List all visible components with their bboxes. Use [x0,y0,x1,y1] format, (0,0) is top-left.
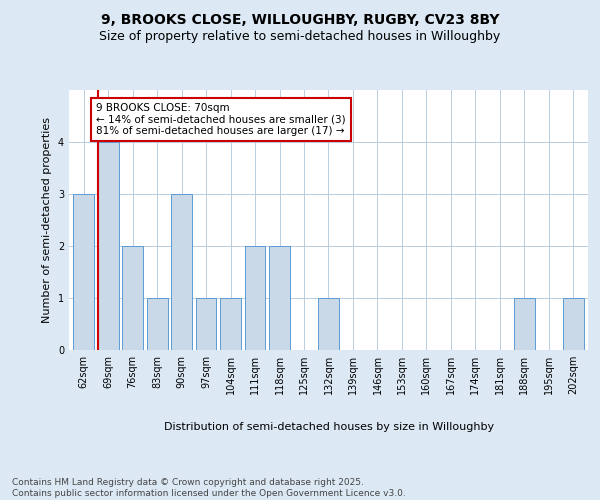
Bar [245,246,265,350]
Text: 9 BROOKS CLOSE: 70sqm
← 14% of semi-detached houses are smaller (3)
81% of semi-: 9 BROOKS CLOSE: 70sqm ← 14% of semi-deta… [96,103,346,136]
Text: 9, BROOKS CLOSE, WILLOUGHBY, RUGBY, CV23 8BY: 9, BROOKS CLOSE, WILLOUGHBY, RUGBY, CV23… [101,12,499,26]
Bar [220,298,241,350]
Bar [269,246,290,350]
Text: Contains HM Land Registry data © Crown copyright and database right 2025.
Contai: Contains HM Land Registry data © Crown c… [12,478,406,498]
Bar [171,194,192,350]
Text: Size of property relative to semi-detached houses in Willoughby: Size of property relative to semi-detach… [100,30,500,43]
Bar [147,298,167,350]
Bar [318,298,339,350]
Bar [196,298,217,350]
Bar [98,142,119,350]
Bar [122,246,143,350]
Y-axis label: Number of semi-detached properties: Number of semi-detached properties [43,117,52,323]
Bar [563,298,584,350]
Bar [73,194,94,350]
Bar [514,298,535,350]
Text: Distribution of semi-detached houses by size in Willoughby: Distribution of semi-detached houses by … [164,422,494,432]
